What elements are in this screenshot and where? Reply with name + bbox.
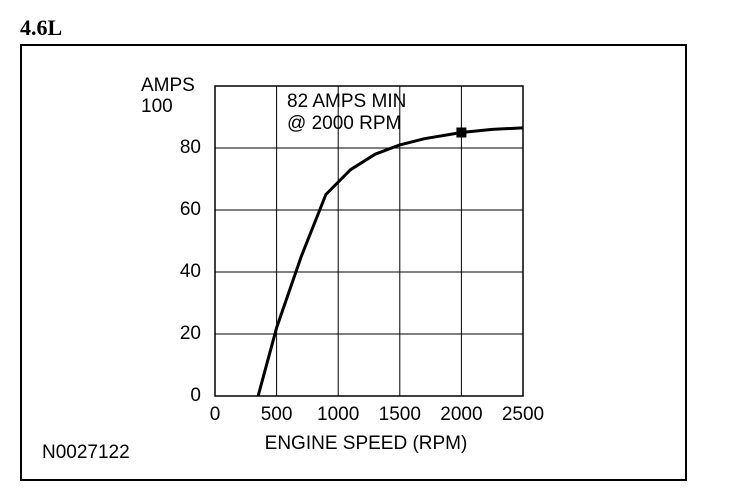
chart-title: 4.6L xyxy=(20,15,62,40)
x-axis-label: ENGINE SPEED (RPM) xyxy=(265,433,468,454)
marker xyxy=(456,127,467,138)
y-tick-label: 40 xyxy=(180,261,201,282)
curve xyxy=(256,126,524,397)
y-tick-label: 0 xyxy=(190,385,201,406)
y-tick-label: 80 xyxy=(180,137,201,158)
annotation: 82 AMPS MIN xyxy=(287,91,406,112)
x-tick-label: 1000 xyxy=(317,404,359,425)
annotation: @ 2000 RPM xyxy=(287,113,401,134)
y-tick-label: 100 xyxy=(141,96,173,117)
y-tick-label: 60 xyxy=(180,199,201,220)
x-tick-label: 2000 xyxy=(440,404,482,425)
x-tick-label: 2500 xyxy=(502,404,544,425)
x-tick-label: 1500 xyxy=(379,404,421,425)
y-axis-label: AMPS xyxy=(141,75,195,96)
figure-id: N0027122 xyxy=(42,442,130,463)
frame xyxy=(20,44,687,481)
x-tick-label: 500 xyxy=(261,404,293,425)
y-tick-label: 20 xyxy=(180,323,201,344)
x-tick-label: 0 xyxy=(210,404,221,425)
